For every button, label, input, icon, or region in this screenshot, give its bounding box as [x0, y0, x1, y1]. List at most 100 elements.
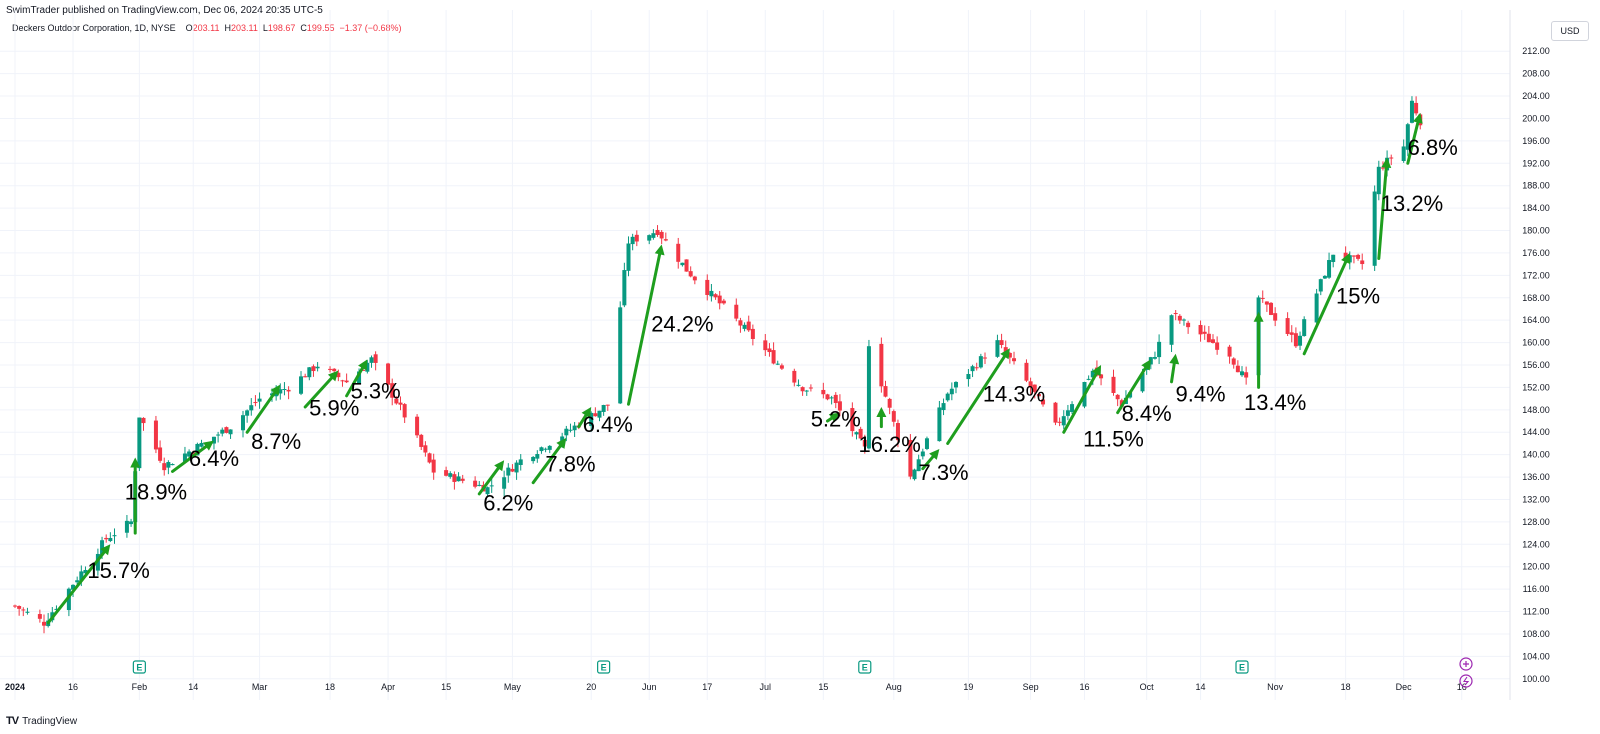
- candle-body: [941, 403, 946, 411]
- time-tick-label: 16: [1079, 682, 1089, 692]
- candle-body: [66, 588, 71, 611]
- move-arrows: [46, 112, 1423, 625]
- candle-body: [953, 381, 958, 388]
- candle-body: [800, 387, 805, 392]
- candle-body: [191, 452, 196, 454]
- move-percent-label: 7.3%: [918, 460, 968, 485]
- low-label: L: [262, 23, 268, 33]
- move-percent-label: 6.4%: [189, 446, 239, 471]
- candle-body: [887, 398, 892, 408]
- move-arrow-head: [556, 437, 567, 449]
- price-tick-label: 184.00: [1522, 203, 1550, 213]
- low-value: 198.67: [267, 23, 296, 33]
- candle-body: [589, 412, 594, 427]
- candle-body: [705, 279, 710, 295]
- candle-body: [531, 456, 536, 462]
- candle-body: [510, 468, 515, 472]
- candles: [13, 96, 1423, 634]
- candle-body: [1293, 333, 1298, 347]
- move-percent-label: 13.4%: [1244, 390, 1306, 415]
- candle-body: [1053, 402, 1058, 423]
- candle-body: [1169, 315, 1174, 345]
- candle-body: [618, 307, 623, 404]
- candle-body: [547, 445, 552, 450]
- candle-body: [858, 428, 863, 439]
- candle-body: [1269, 302, 1274, 315]
- move-arrow-head: [1141, 359, 1151, 371]
- candle-body: [182, 453, 187, 462]
- candle-body: [83, 569, 88, 574]
- candle-body: [792, 370, 797, 383]
- candle-body: [1389, 157, 1394, 159]
- price-tick-label: 156.00: [1522, 360, 1550, 370]
- move-arrow-line: [825, 416, 834, 423]
- candle-body: [278, 389, 283, 394]
- candle-body: [299, 376, 304, 394]
- candle-body: [1140, 372, 1145, 392]
- candle-body: [37, 614, 42, 619]
- candle-body: [1065, 410, 1070, 416]
- candle-body: [336, 372, 341, 378]
- time-tick-label: Apr: [381, 682, 395, 692]
- candle-body: [328, 368, 333, 370]
- candle-body: [460, 478, 465, 481]
- candle-body: [1231, 358, 1236, 365]
- candle-body: [332, 368, 337, 372]
- price-tick-label: 168.00: [1522, 293, 1550, 303]
- move-arrow-line: [245, 391, 277, 434]
- candle-body: [916, 459, 921, 472]
- add-indicator-icon[interactable]: [1459, 657, 1473, 671]
- move-arrow-line: [531, 444, 562, 485]
- move-percent-label: 9.4%: [1175, 381, 1225, 406]
- candle-body: [1372, 191, 1377, 266]
- candle-body: [1327, 260, 1332, 278]
- high-label: H: [224, 23, 231, 33]
- candle-body: [158, 447, 163, 461]
- time-tick-label: 20: [586, 682, 596, 692]
- price-tick-label: 192.00: [1522, 158, 1550, 168]
- candle-body: [651, 233, 656, 238]
- candle-body: [622, 270, 627, 306]
- candle-body: [920, 451, 925, 457]
- candle-body: [771, 350, 776, 364]
- plus-icon: [1463, 661, 1469, 667]
- candle-body: [1041, 399, 1046, 405]
- candle-body: [1289, 332, 1294, 335]
- time-tick-label: 18: [1341, 682, 1351, 692]
- candle-body: [448, 473, 453, 477]
- candle-body: [108, 538, 113, 542]
- price-tick-label: 176.00: [1522, 248, 1550, 258]
- currency-button[interactable]: USD: [1551, 21, 1589, 41]
- candle-body: [13, 605, 17, 607]
- bolt-icon: [1462, 676, 1470, 686]
- candle-body: [129, 521, 134, 525]
- move-arrow-line: [1116, 366, 1148, 415]
- price-tick-label: 128.00: [1522, 517, 1550, 527]
- candle-body: [502, 477, 507, 489]
- move-arrow-line: [577, 413, 588, 429]
- open-label: O: [185, 23, 193, 33]
- move-arrow-head: [358, 359, 368, 371]
- time-tick-label: Jun: [642, 682, 657, 692]
- candle-body: [365, 362, 370, 372]
- lightning-icon[interactable]: [1459, 674, 1473, 688]
- candle-body: [978, 356, 983, 368]
- move-arrow-line: [477, 466, 500, 496]
- time-tick-label: Nov: [1267, 682, 1284, 692]
- candle-body: [883, 386, 888, 397]
- price-tick-label: 160.00: [1522, 338, 1550, 348]
- candle-body: [717, 295, 722, 304]
- price-tick-label: 180.00: [1522, 226, 1550, 236]
- price-tick-label: 120.00: [1522, 562, 1550, 572]
- publish-info: SwimTrader published on TradingView.com,…: [6, 5, 323, 16]
- candle-body: [1198, 324, 1203, 335]
- candle-body: [21, 609, 26, 611]
- candle-body: [837, 401, 842, 411]
- candle-body: [141, 417, 146, 424]
- move-arrow-head: [876, 407, 887, 418]
- candle-body: [137, 417, 142, 469]
- candle-body: [54, 608, 59, 610]
- candle-body: [1099, 374, 1104, 379]
- price-tick-label: 152.00: [1522, 382, 1550, 392]
